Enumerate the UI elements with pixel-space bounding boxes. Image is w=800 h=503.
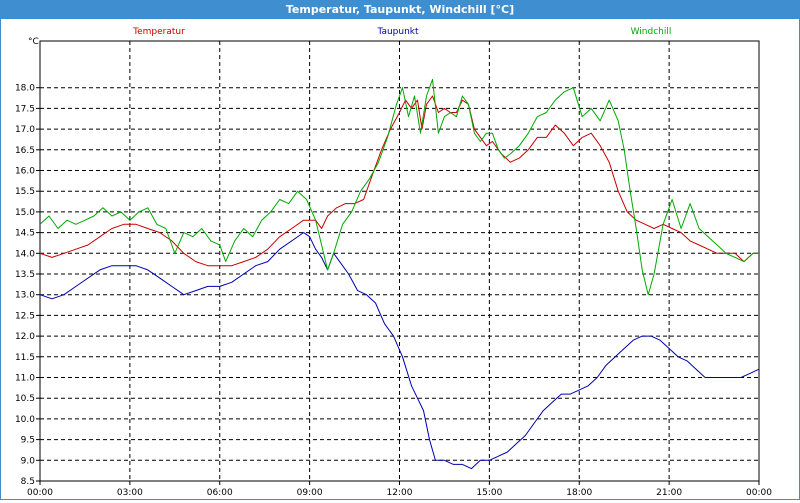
x-axis: 00:00 03:00 06:00 09:00 12:00 15:00 18:00 21:00…	[27, 481, 772, 498]
y-tick-label: 8.5	[21, 477, 35, 487]
y-tick-label: 9.0	[21, 456, 36, 466]
window-title: Temperatur, Taupunkt, Windchill [°C]	[1, 1, 799, 19]
line-chart: 8.5 9.0 9.5 10.0 10.5 11.0 11.5 12.0 12.5 13.0 13.…	[15, 27, 772, 498]
x-tick-time-label: 21:00	[656, 488, 682, 498]
x-tick-time-label: 03:00	[117, 488, 143, 498]
y-tick-label: 10.5	[15, 394, 35, 404]
y-tick-label: 12.0	[15, 332, 35, 342]
y-tick-label: 10.0	[15, 415, 35, 425]
x-tick-time-label: 00:00	[27, 488, 53, 498]
y-tick-label: 14.5	[15, 229, 35, 239]
y-tick-label: 15.5	[15, 187, 35, 197]
y-tick-label: 14.0	[15, 249, 35, 259]
x-tick-time-label: 06:00	[207, 488, 233, 498]
x-tick-time-label: 09:00	[297, 488, 323, 498]
legend-taupunkt: Taupunkt	[376, 27, 419, 37]
x-tick-time-label: 15:00	[476, 488, 502, 498]
y-tick-label: 17.5	[15, 104, 35, 114]
y-tick-label: 11.0	[15, 374, 35, 384]
legend-temperatur: Temperatur	[132, 27, 185, 37]
y-tick-label: 13.0	[15, 291, 35, 301]
x-tick-time-label: 00:00	[746, 488, 772, 498]
series-lines	[39, 78, 760, 470]
legend-windchill: Windchill	[631, 27, 672, 37]
y-tick-label: 11.5	[15, 353, 35, 363]
y-tick-label: 18.0	[15, 84, 35, 94]
legend: Temperatur Taupunkt Windchill	[132, 27, 671, 37]
y-tick-label: 9.5	[21, 436, 35, 446]
y-tick-label: 13.5	[15, 270, 35, 280]
y-tick-label: 15.0	[15, 208, 35, 218]
x-tick-time-label: 18:00	[566, 488, 592, 498]
x-tick-time-label: 12:00	[387, 488, 413, 498]
series-taupunkt-line	[39, 232, 760, 470]
y-tick-label: 17.0	[15, 125, 35, 135]
y-tick-label: 12.5	[15, 311, 35, 321]
series-windchill-line	[39, 78, 759, 296]
y-axis-unit-label: °C	[28, 37, 39, 47]
y-tick-label: 16.0	[15, 167, 35, 177]
y-axis: 8.5 9.0 9.5 10.0 10.5 11.0 11.5 12.0 12.5 13.0 13.…	[15, 84, 40, 487]
y-tick-label: 16.5	[15, 146, 35, 156]
